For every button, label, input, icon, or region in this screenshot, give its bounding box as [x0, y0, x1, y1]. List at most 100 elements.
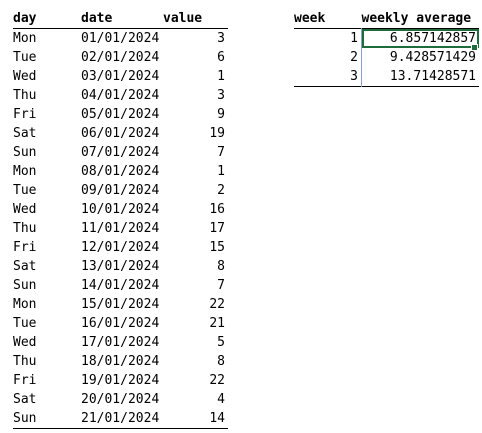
cell-day[interactable]: Sat — [13, 259, 37, 274]
header-date[interactable]: date — [81, 11, 113, 26]
cell-value[interactable]: 9 — [217, 107, 225, 122]
cell-date[interactable]: 14/01/2024 — [81, 278, 160, 293]
cell-date[interactable]: 02/01/2024 — [81, 50, 160, 65]
cell-value[interactable]: 22 — [209, 373, 225, 388]
cell-value[interactable]: 5 — [217, 335, 225, 350]
cell-day[interactable]: Wed — [13, 335, 37, 350]
weekly-average-table: week weekly average 1 6.857142857 2 9.42857… — [294, 9, 479, 87]
cell-weekly-average[interactable]: 9.428571429 — [361, 48, 479, 67]
fill-handle[interactable] — [471, 44, 478, 51]
table-row: Tue 09/01/2024 2 — [13, 181, 228, 200]
cell-value[interactable]: 8 — [217, 259, 225, 274]
cell-date[interactable]: 15/01/2024 — [81, 297, 160, 312]
header-week[interactable]: week — [294, 11, 326, 26]
cell-week[interactable]: 3 — [350, 69, 358, 84]
table-row: Wed 03/01/2024 1 — [13, 67, 228, 86]
cell-day[interactable]: Fri — [13, 373, 37, 388]
cell-value[interactable]: 16 — [209, 202, 225, 217]
cell-day[interactable]: Thu — [13, 354, 37, 369]
cell-value[interactable]: 4 — [217, 392, 225, 407]
cell-day[interactable]: Fri — [13, 240, 37, 255]
cell-date[interactable]: 17/01/2024 — [81, 335, 160, 350]
table-row: Mon 08/01/2024 1 — [13, 162, 228, 181]
table-row: Sun 14/01/2024 7 — [13, 276, 228, 295]
cell-value[interactable]: 7 — [217, 278, 225, 293]
cell-day[interactable]: Fri — [13, 107, 37, 122]
cell-date[interactable]: 16/01/2024 — [81, 316, 160, 331]
cell-value[interactable]: 21 — [209, 316, 225, 331]
cell-value[interactable]: 7 — [217, 145, 225, 160]
cell-day[interactable]: Wed — [13, 69, 37, 84]
table-row: Thu 11/01/2024 17 — [13, 219, 228, 238]
cell-date[interactable]: 06/01/2024 — [81, 126, 160, 141]
cell-value[interactable]: 3 — [217, 31, 225, 46]
cell-day[interactable]: Wed — [13, 202, 37, 217]
table-row: Sat 20/01/2024 4 — [13, 390, 228, 409]
cell-date[interactable]: 21/01/2024 — [81, 411, 160, 426]
cell-date[interactable]: 05/01/2024 — [81, 107, 160, 122]
cell-day[interactable]: Tue — [13, 50, 37, 65]
cell-date[interactable]: 10/01/2024 — [81, 202, 160, 217]
cell-day[interactable]: Thu — [13, 88, 37, 103]
cell-value[interactable]: 1 — [217, 69, 225, 84]
cell-date[interactable]: 13/01/2024 — [81, 259, 160, 274]
cell-day[interactable]: Sun — [13, 145, 37, 160]
cell-date[interactable]: 04/01/2024 — [81, 88, 160, 103]
header-weekly-average[interactable]: weekly average — [361, 11, 472, 26]
cell-date[interactable]: 08/01/2024 — [81, 164, 160, 179]
cell-day[interactable]: Thu — [13, 221, 37, 236]
cell-day[interactable]: Tue — [13, 183, 37, 198]
cell-week[interactable]: 2 — [350, 50, 358, 65]
cell-day[interactable]: Mon — [13, 297, 37, 312]
table-row: Thu 18/01/2024 8 — [13, 352, 228, 371]
table-row: Fri 19/01/2024 22 — [13, 371, 228, 390]
cell-day[interactable]: Sun — [13, 411, 37, 426]
cell-date[interactable]: 11/01/2024 — [81, 221, 160, 236]
cell-date[interactable]: 09/01/2024 — [81, 183, 160, 198]
header-row: day date value — [13, 9, 228, 29]
table-row: 1 6.857142857 — [294, 28, 479, 48]
cell-value[interactable]: 3 — [217, 88, 225, 103]
table-row: 3 13.71428571 — [294, 67, 479, 87]
table-row: Thu 04/01/2024 3 — [13, 86, 228, 105]
cell-date[interactable]: 18/01/2024 — [81, 354, 160, 369]
cell-day[interactable]: Tue — [13, 316, 37, 331]
cell-value[interactable]: 1 — [217, 164, 225, 179]
table-row: Mon 15/01/2024 22 — [13, 295, 228, 314]
table-row: Tue 16/01/2024 21 — [13, 314, 228, 333]
cell-date[interactable]: 07/01/2024 — [81, 145, 160, 160]
table-row: Mon 01/01/2024 3 — [13, 29, 228, 49]
table-row: 2 9.428571429 — [294, 48, 479, 67]
cell-week[interactable]: 1 — [350, 31, 358, 46]
cell-date[interactable]: 12/01/2024 — [81, 240, 160, 255]
daily-values-table: day date value Mon 01/01/2024 3 Tue 02/01/20… — [13, 9, 228, 429]
cell-day[interactable]: Sat — [13, 126, 37, 141]
cell-date[interactable]: 19/01/2024 — [81, 373, 160, 388]
cell-value[interactable]: 8 — [217, 354, 225, 369]
cell-day[interactable]: Sat — [13, 392, 37, 407]
cell-day[interactable]: Mon — [13, 31, 37, 46]
cell-date[interactable]: 03/01/2024 — [81, 69, 160, 84]
cell-value[interactable]: 6 — [217, 50, 225, 65]
table-row: Fri 05/01/2024 9 — [13, 105, 228, 124]
selected-cell-weekly-average[interactable]: 6.857142857 — [361, 28, 479, 48]
cell-value[interactable]: 17 — [209, 221, 225, 236]
header-row: week weekly average — [294, 9, 479, 29]
table-row: Fri 12/01/2024 15 — [13, 238, 228, 257]
cell-weekly-average[interactable]: 13.71428571 — [361, 67, 479, 87]
header-value[interactable]: value — [163, 11, 203, 26]
cell-day[interactable]: Sun — [13, 278, 37, 293]
cell-date[interactable]: 20/01/2024 — [81, 392, 160, 407]
table-row: Sat 06/01/2024 19 — [13, 124, 228, 143]
cell-value[interactable]: 19 — [209, 126, 225, 141]
header-day[interactable]: day — [13, 11, 37, 26]
table-row: Sun 07/01/2024 7 — [13, 143, 228, 162]
cell-value[interactable]: 2 — [217, 183, 225, 198]
table-row: Tue 02/01/2024 6 — [13, 48, 228, 67]
cell-value[interactable]: 15 — [209, 240, 225, 255]
cell-value[interactable]: 22 — [209, 297, 225, 312]
cell-day[interactable]: Mon — [13, 164, 37, 179]
cell-value[interactable]: 14 — [209, 411, 225, 426]
cell-date[interactable]: 01/01/2024 — [81, 31, 160, 46]
